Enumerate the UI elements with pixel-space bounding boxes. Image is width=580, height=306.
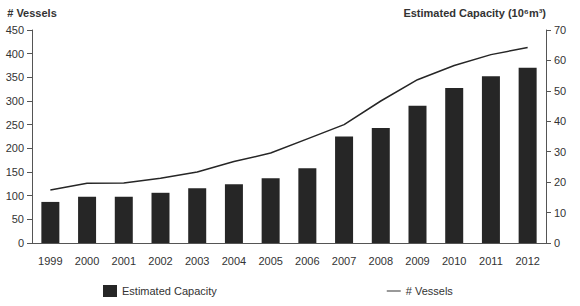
svg-text:Estimated Capacity: Estimated Capacity [122,285,217,297]
svg-text:300: 300 [6,95,24,107]
svg-text:0: 0 [18,237,24,249]
svg-text:70: 70 [554,24,566,36]
svg-text:250: 250 [6,119,24,131]
svg-text:450: 450 [6,24,24,36]
svg-text:# Vessels: # Vessels [406,285,454,297]
svg-text:0: 0 [554,237,560,249]
svg-text:200: 200 [6,142,24,154]
svg-text:100: 100 [6,190,24,202]
svg-text:2001: 2001 [112,255,136,267]
svg-text:2010: 2010 [442,255,466,267]
svg-text:10: 10 [554,207,566,219]
svg-text:2007: 2007 [332,255,356,267]
svg-text:2009: 2009 [405,255,429,267]
svg-text:150: 150 [6,166,24,178]
svg-text:2012: 2012 [515,255,539,267]
svg-text:# Vessels: # Vessels [7,7,57,19]
svg-text:60: 60 [554,54,566,66]
svg-text:50: 50 [12,213,24,225]
svg-text:2005: 2005 [258,255,282,267]
svg-text:2000: 2000 [75,255,99,267]
svg-text:400: 400 [6,48,24,60]
svg-text:350: 350 [6,71,24,83]
svg-text:40: 40 [554,115,566,127]
svg-text:50: 50 [554,85,566,97]
svg-text:2002: 2002 [148,255,172,267]
svg-text:2011: 2011 [479,255,503,267]
svg-text:30: 30 [554,146,566,158]
svg-text:Estimated Capacity (10⁶m³): Estimated Capacity (10⁶m³) [403,7,546,19]
svg-text:2003: 2003 [185,255,209,267]
svg-text:2006: 2006 [295,255,319,267]
svg-text:2004: 2004 [222,255,246,267]
svg-text:20: 20 [554,176,566,188]
svg-text:1999: 1999 [38,255,62,267]
svg-text:2008: 2008 [369,255,393,267]
